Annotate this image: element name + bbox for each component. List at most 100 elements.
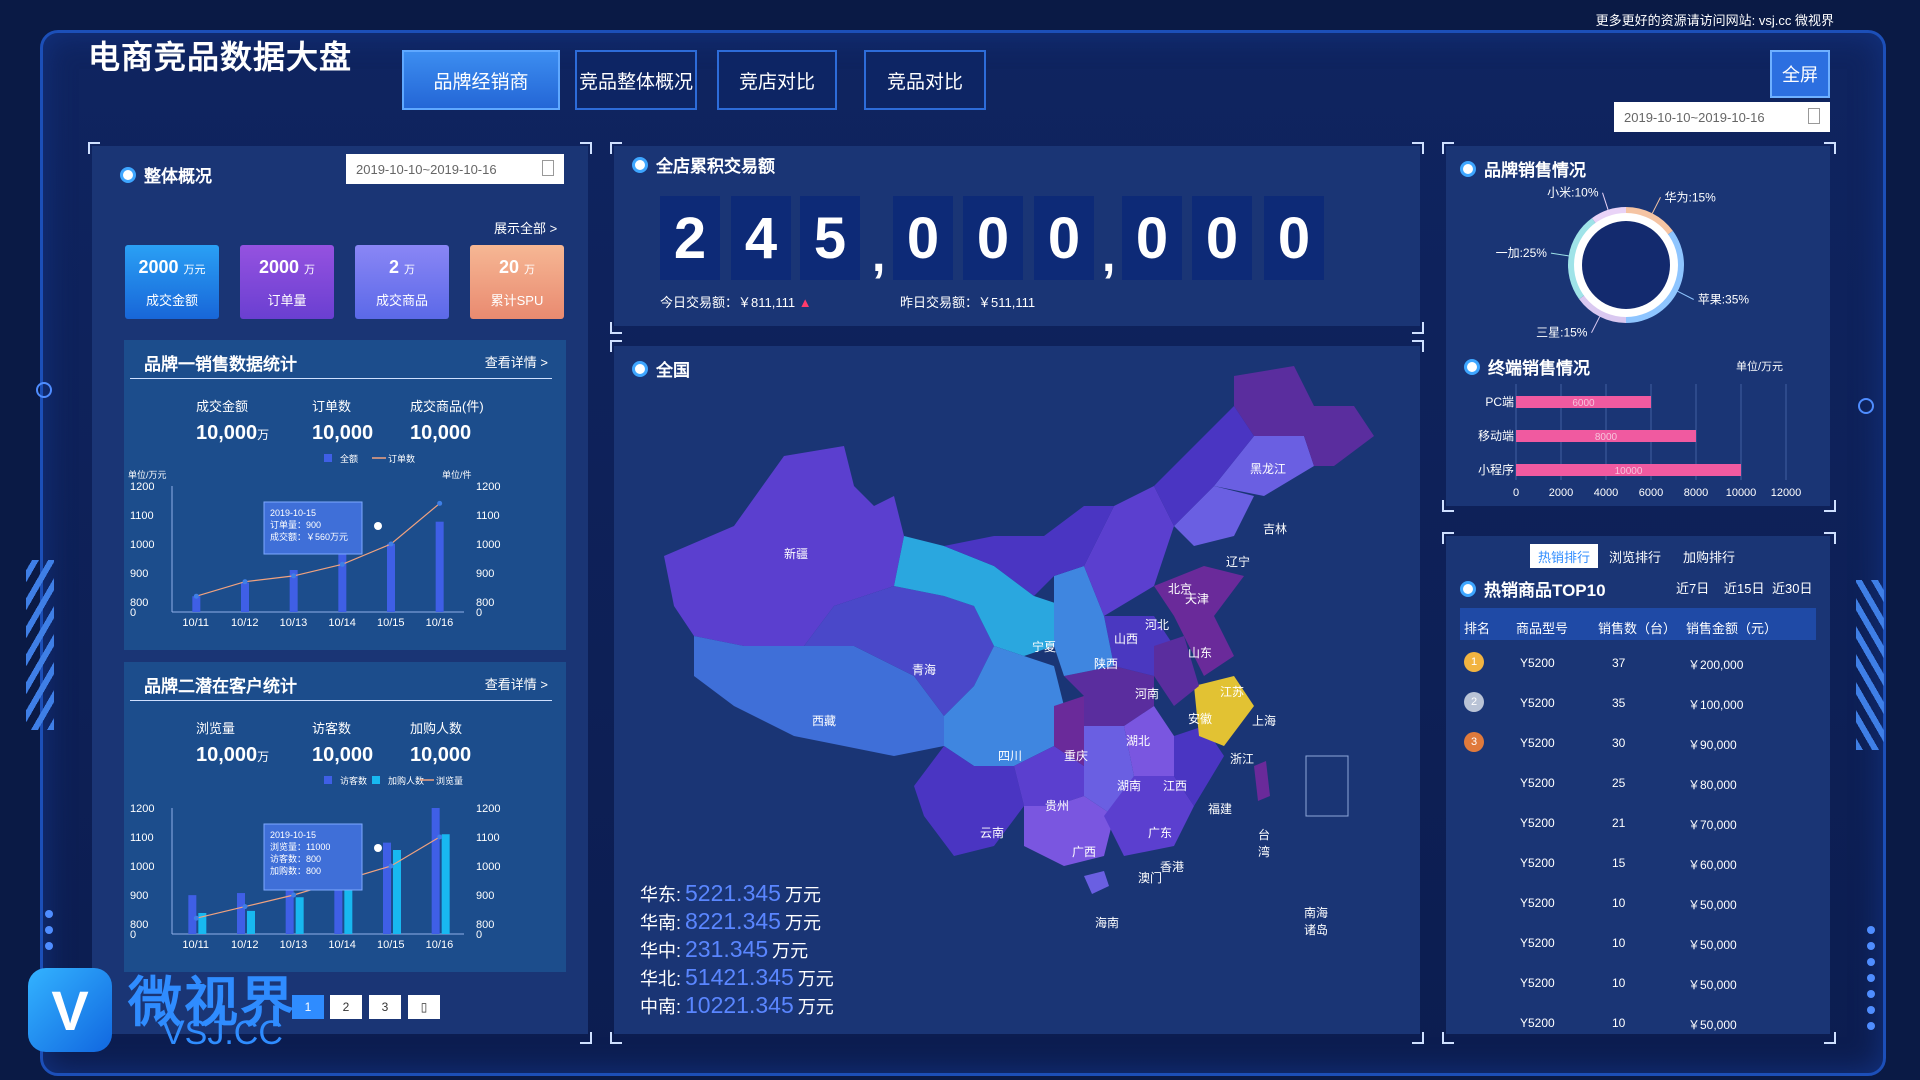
page-button-2[interactable]: 2 bbox=[330, 995, 362, 1019]
bar-访客数 bbox=[383, 842, 391, 934]
table-cell-qty: 21 bbox=[1612, 816, 1626, 830]
region-unit: 万元 bbox=[784, 913, 821, 933]
filter-30d[interactable]: 近30日 bbox=[1772, 581, 1813, 596]
legend-bar-swatch bbox=[324, 776, 332, 784]
donut-label: 苹果:35% bbox=[1698, 293, 1750, 307]
title-bullet-icon bbox=[1460, 160, 1476, 177]
table-cell-qty: 10 bbox=[1612, 896, 1626, 910]
map-title: 全国 bbox=[632, 356, 690, 381]
tab-competitor-overview[interactable]: 竞品整体概况 bbox=[575, 50, 697, 110]
left-deco-dots bbox=[45, 910, 53, 958]
table-cell-qty: 37 bbox=[1612, 656, 1626, 670]
terminal-sales-title-text: 终端销售情况 bbox=[1488, 359, 1590, 378]
filter-15d[interactable]: 近15日 bbox=[1724, 581, 1765, 596]
y-category-label: PC端 bbox=[1485, 395, 1514, 409]
arrow-up-icon: ▲ bbox=[798, 295, 812, 310]
bar-全额 bbox=[338, 553, 347, 612]
trade-digit: 0 bbox=[1034, 196, 1094, 280]
tab-store-compare[interactable]: 竞店对比 bbox=[717, 50, 837, 110]
tab-hot-sales[interactable]: 热销排行 bbox=[1530, 544, 1598, 568]
rank-medal-icon: 3 bbox=[1464, 732, 1484, 752]
region-value: 5221.345 bbox=[685, 880, 781, 906]
bar-加购人数 bbox=[393, 850, 401, 934]
y-tick-label-right: 0 bbox=[476, 929, 482, 941]
tab-browse-rank[interactable]: 浏览排行 bbox=[1608, 549, 1661, 565]
page-button-1[interactable]: 1 bbox=[292, 995, 324, 1019]
page-title: 电商竞品数据大盘 bbox=[88, 39, 353, 75]
corner-deco bbox=[88, 142, 100, 154]
donut-leader-line bbox=[1591, 316, 1601, 333]
kpi-card-spu[interactable]: 20 万 累计SPU bbox=[470, 245, 564, 319]
overview-date-picker[interactable]: 2019-10-10~2019-10-16 bbox=[346, 154, 564, 184]
watermark-brand: 微视界 bbox=[128, 973, 296, 1033]
terminal-sales-chart: 0 2000 4000 6000 8000 10000 12000 PC端 6000 移动端 800… bbox=[1478, 384, 1801, 499]
kpi-card-orders[interactable]: 2000 万 订单量 bbox=[240, 245, 334, 319]
total-trade-title: 全店累积交易额 bbox=[632, 152, 775, 177]
title-bullet-icon bbox=[632, 360, 648, 377]
bar-value-label: 10000 bbox=[1615, 466, 1643, 477]
line-point bbox=[388, 863, 394, 869]
province-shaanxi bbox=[1054, 566, 1114, 676]
table-cell-qty: 25 bbox=[1612, 776, 1626, 790]
stat-label: 访客数 bbox=[312, 721, 352, 736]
terminal-bar bbox=[1516, 464, 1741, 476]
brand2-details-link[interactable]: 查看详情 > bbox=[484, 677, 548, 692]
fullscreen-button[interactable]: 全屏 bbox=[1770, 50, 1830, 98]
corner-deco bbox=[1442, 532, 1454, 544]
x-tick-label: 10/16 bbox=[426, 617, 454, 629]
map-label: 云南 bbox=[980, 826, 1005, 840]
kpi-card-amount[interactable]: 2000 万元 成交金额 bbox=[125, 245, 219, 319]
kpi-label: 订单量 bbox=[267, 293, 307, 308]
y-tick-label-left: 900 bbox=[130, 568, 148, 580]
legend-label: 订单数 bbox=[388, 453, 415, 464]
bar-访客数 bbox=[431, 808, 440, 934]
brand-sales-panel bbox=[1446, 146, 1830, 506]
trade-digit: 0 bbox=[1192, 196, 1252, 280]
overview-title: 整体概况 bbox=[120, 162, 212, 187]
legend-label: 浏览量 bbox=[436, 775, 463, 786]
region-name: 华东: bbox=[640, 885, 682, 905]
y-tick-label-right: 1100 bbox=[476, 510, 500, 522]
map-label: 湖南 bbox=[1117, 779, 1142, 793]
tab-brand-dealer[interactable]: 品牌经销商 bbox=[402, 50, 560, 110]
province-guangdong bbox=[1104, 776, 1194, 856]
page-next-button[interactable]: ▯ bbox=[408, 995, 440, 1019]
line-point bbox=[291, 573, 297, 579]
region-stat-south: 华南: 8221.345 万元 bbox=[640, 908, 821, 935]
brand1-details-link[interactable]: 查看详情 > bbox=[484, 355, 548, 370]
yesterday-trade: 昨日交易额：￥511,111 bbox=[900, 295, 1036, 310]
corner-deco bbox=[580, 142, 592, 154]
x-tick-label: 10/13 bbox=[280, 617, 308, 629]
province-liaoning bbox=[1174, 486, 1254, 546]
x-tick-label: 10/16 bbox=[426, 939, 454, 951]
tab-cart-rank[interactable]: 加购排行 bbox=[1682, 549, 1735, 565]
x-tick-label: 6000 bbox=[1639, 487, 1663, 499]
global-date-picker[interactable]: 2019-10-10~2019-10-16 bbox=[1614, 102, 1830, 132]
show-all-link[interactable]: 展示全部 > bbox=[494, 221, 558, 236]
brand-sales-title-text: 品牌销售情况 bbox=[1484, 161, 1586, 180]
map-label: 北京 bbox=[1168, 582, 1193, 596]
china-map[interactable] bbox=[614, 346, 1420, 1034]
digit-separator: , bbox=[872, 229, 886, 282]
map-label: 四川 bbox=[998, 749, 1023, 763]
watermark-site: VSJ.CC bbox=[162, 1014, 283, 1052]
y-tick-label-left: 0 bbox=[130, 607, 136, 619]
stat-number: 10,000 bbox=[196, 744, 258, 766]
table-cell-amount: ￥50,000 bbox=[1688, 1018, 1737, 1032]
brand2-title: 品牌二潜在客户统计 bbox=[144, 677, 297, 696]
table-cell-amount: ￥100,000 bbox=[1688, 698, 1744, 712]
legend-bar-swatch bbox=[324, 454, 332, 462]
table-cell-model: Y5200 bbox=[1520, 1016, 1555, 1030]
legend-label: 全额 bbox=[340, 453, 358, 464]
kpi-unit: 万 bbox=[524, 264, 536, 276]
axis-unit-left: 单位/万元 bbox=[128, 469, 167, 480]
province-gansu bbox=[894, 536, 1064, 656]
stat-label: 成交金额 bbox=[196, 399, 249, 414]
kpi-card-products[interactable]: 2 万 成交商品 bbox=[355, 245, 449, 319]
filter-7d[interactable]: 近7日 bbox=[1676, 581, 1710, 596]
tab-product-compare[interactable]: 竞品对比 bbox=[864, 50, 986, 110]
page-button-3[interactable]: 3 bbox=[369, 995, 401, 1019]
donut-label: 一加:25% bbox=[1496, 246, 1548, 260]
stat-unit: 万 bbox=[257, 750, 270, 764]
